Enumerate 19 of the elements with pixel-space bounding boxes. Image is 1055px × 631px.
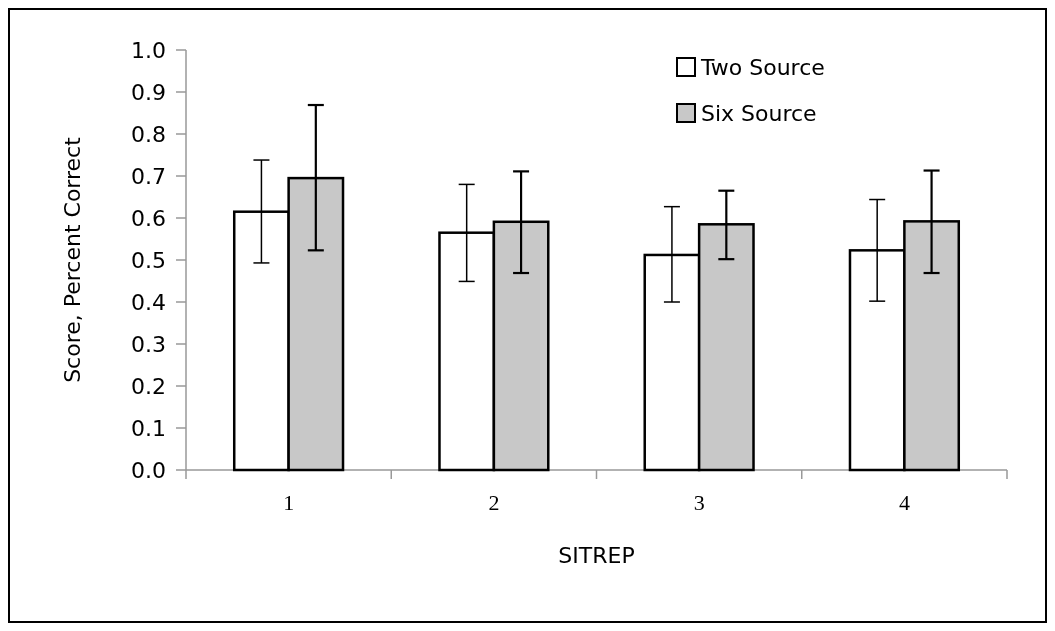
x-tick-label: 2 (488, 490, 500, 515)
y-tick-label: 0.5 (131, 247, 166, 273)
y-tick-label: 0.3 (131, 331, 166, 357)
x-axis-title: SITREP (558, 543, 635, 568)
y-tick-label: 0.9 (131, 79, 166, 105)
y-tick-label: 0.4 (131, 289, 166, 315)
x-tick-label: 3 (693, 490, 705, 515)
y-tick-label: 0.6 (131, 205, 166, 231)
y-axis-title: Score, Percent Correct (60, 136, 85, 383)
y-tick-label: 0.8 (131, 121, 166, 147)
x-tick-label: 1 (283, 490, 295, 515)
legend-label: Six Source (701, 100, 817, 126)
legend-label: Two Source (700, 54, 825, 80)
x-tick-label: 4 (898, 490, 910, 515)
y-tick-label: 1.0 (131, 37, 166, 63)
y-tick-label: 0.2 (131, 373, 166, 399)
y-tick-label: 0.0 (131, 457, 166, 483)
y-tick-label: 0.7 (131, 163, 166, 189)
y-tick-label: 0.1 (131, 415, 166, 441)
